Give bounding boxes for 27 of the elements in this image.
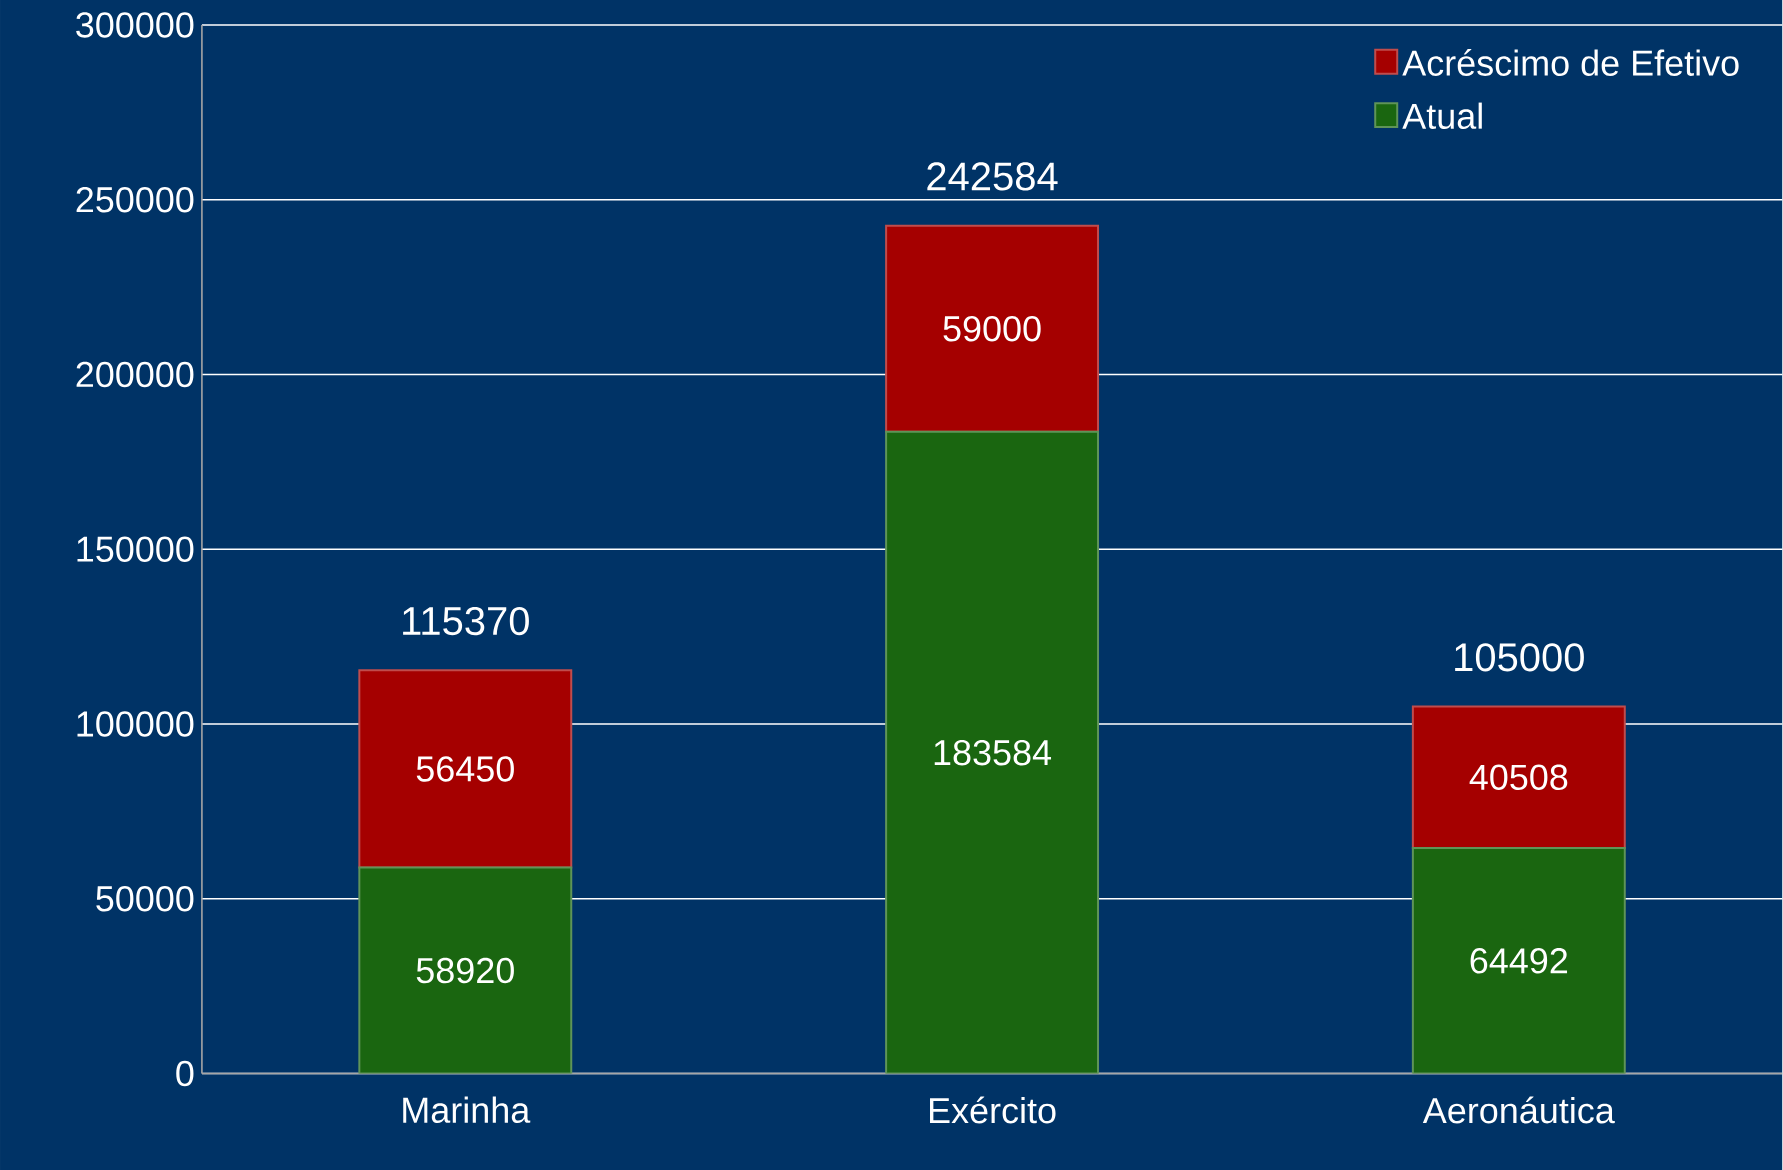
bar <box>1411 705 1626 849</box>
bar <box>358 669 573 869</box>
y-tick-label: 300000 <box>76 12 194 38</box>
x-tick-label: Exército <box>930 1096 1056 1124</box>
y-tick-label: 0 <box>176 1060 194 1087</box>
y-tick-label: 150000 <box>77 536 194 562</box>
legend-label: Acréscimo de Efetivo <box>1402 48 1739 76</box>
bar <box>358 866 573 1074</box>
data-label: 183584 <box>934 739 1052 766</box>
total-label: 242584 <box>927 162 1058 191</box>
y-tick-label: 100000 <box>77 711 194 737</box>
bar <box>1411 846 1626 1074</box>
bar <box>885 430 1100 1074</box>
data-label: 40508 <box>1469 764 1568 790</box>
data-label: 56450 <box>416 755 514 782</box>
y-tick-label: 250000 <box>76 186 194 213</box>
total-label: 115370 <box>403 606 529 635</box>
y-tick-label: 50000 <box>96 885 194 912</box>
x-tick-label: Marinha <box>403 1096 531 1123</box>
y-tick-label: 200000 <box>76 361 194 387</box>
bar <box>885 224 1100 433</box>
data-label: 59000 <box>943 315 1041 342</box>
x-tick-label: Aeronáutica <box>1422 1096 1615 1124</box>
data-label: 64492 <box>1470 947 1568 974</box>
total-label: 105000 <box>1455 642 1584 672</box>
data-label: 58920 <box>416 957 514 984</box>
legend-label: Atual <box>1402 102 1482 129</box>
